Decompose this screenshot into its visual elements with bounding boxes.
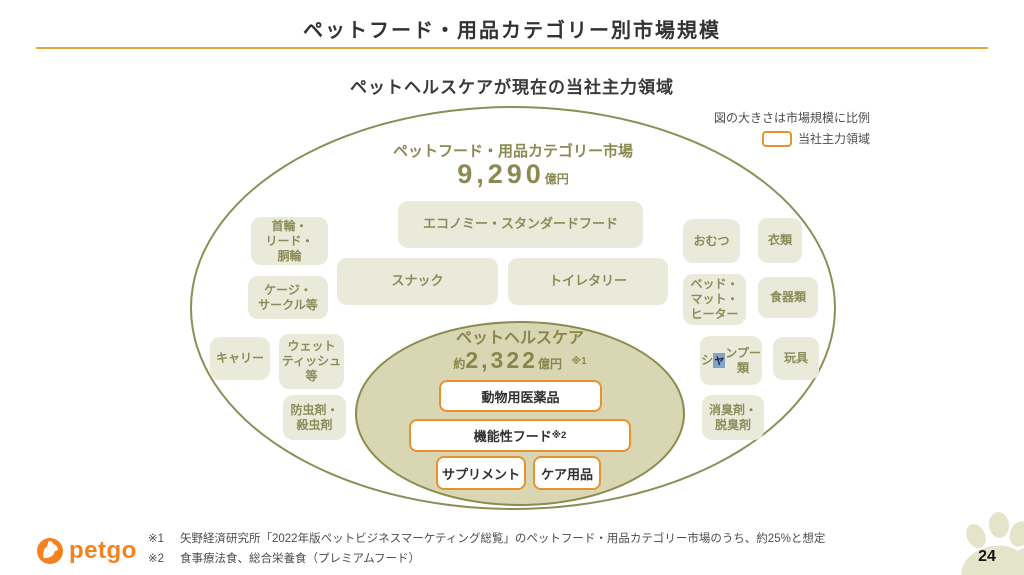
category-bed-mat-heater: ベッド・ マット・ ヒーター [683, 274, 746, 325]
focus-area-swatch-icon [761, 131, 792, 147]
footnote-2: ※2 食事療法食、総合栄養食（プレミアムフード） [148, 553, 421, 565]
focus-item-care-goods: ケア用品 [533, 456, 601, 490]
inner-market-value: 約2,322億円 ※1 [453, 347, 587, 373]
dog-icon [37, 538, 63, 564]
category-carry: キャリー [210, 337, 270, 380]
category-diaper: おむつ [683, 219, 740, 263]
category-clothing: 衣類 [758, 218, 802, 263]
category-toy: 玩具 [773, 337, 819, 380]
category-collar-lead-harness: 首輪・ リード・ 胴輪 [251, 217, 328, 265]
focus-item-animal-medicine: 動物用医薬品 [439, 380, 602, 412]
legend-size-note: 図の大きさは市場規模に比例 [713, 111, 870, 125]
category-cage-circle: ケージ・ サークル等 [248, 276, 328, 319]
slide-subtitle: ペットヘルスケアが現在の当社主力領域 [350, 78, 674, 97]
outer-market-header: ペットフード・用品カテゴリー市場 9,290億円 [333, 140, 693, 192]
footnote-1: ※1 矢野経済研究所「2022年版ペットビジネスマーケティング総覧」のペットフー… [148, 533, 826, 545]
legend-focus-label: 当社主力領域 [797, 132, 870, 146]
category-deodorizer: 消臭剤・ 脱臭剤 [702, 395, 764, 440]
category-wet-tissue: ウェット ティッシュ 等 [279, 334, 344, 389]
page-title: ペットフード・用品カテゴリー別市場規模 [303, 20, 721, 42]
category-snack: スナック [337, 258, 498, 305]
category-toiletry: トイレタリー [508, 258, 668, 305]
inner-market-header: ペットヘルスケア 約2,322億円 ※1 [405, 324, 635, 376]
focus-item-supplement: サプリメント [436, 456, 526, 490]
focus-item-functional-food: 機能性フード ※2 [409, 419, 631, 452]
page-number: 24 [978, 548, 996, 565]
footnotes: ※1 矢野経済研究所「2022年版ペットビジネスマーケティング総覧」のペットフー… [148, 529, 825, 569]
outer-market-label: ペットフード・用品カテゴリー市場 [392, 143, 633, 160]
paw-icon [961, 512, 1024, 575]
category-economy-standard-food: エコノミー・スタンダードフード [398, 201, 643, 248]
category-tableware: 食器類 [758, 277, 818, 318]
outer-market-value: 9,290億円 [457, 159, 569, 189]
category-insect-repellent: 防虫剤・ 殺虫剤 [283, 395, 346, 440]
inner-market-label: ペットヘルスケア [455, 330, 584, 347]
title-rule [36, 47, 988, 49]
petgo-logo: petgo [36, 537, 137, 565]
legend: 図の大きさは市場規模に比例 当社主力領域 [714, 110, 870, 147]
brand-wordmark: petgo [69, 537, 137, 564]
category-shampoo: シャンプー 類 [700, 336, 762, 385]
